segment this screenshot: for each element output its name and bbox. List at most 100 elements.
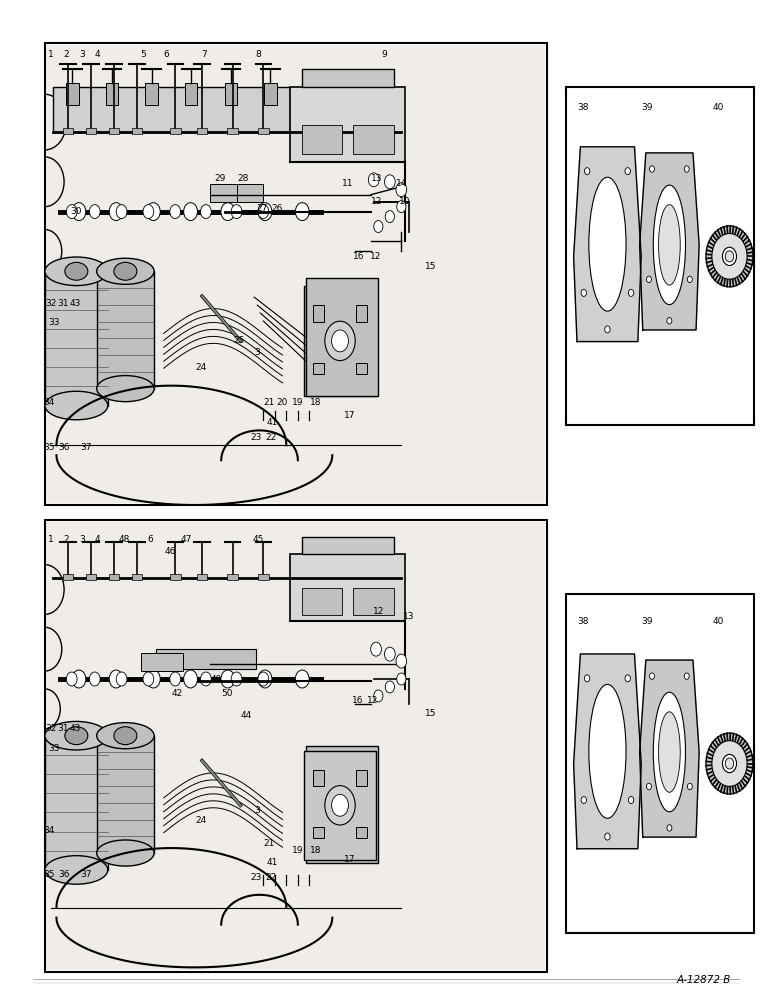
Bar — [197, 128, 208, 134]
Text: 4: 4 — [94, 535, 100, 544]
Text: 50: 50 — [222, 689, 233, 698]
Text: 29: 29 — [214, 174, 225, 183]
Bar — [303, 286, 377, 396]
Bar — [357, 363, 367, 374]
Text: 2: 2 — [63, 535, 69, 544]
Circle shape — [397, 673, 406, 685]
Bar — [313, 770, 323, 786]
Text: 46: 46 — [164, 547, 175, 556]
Ellipse shape — [114, 727, 137, 745]
Bar — [52, 87, 290, 132]
Circle shape — [90, 672, 100, 686]
Text: 1: 1 — [48, 535, 54, 544]
Polygon shape — [640, 660, 699, 837]
Text: 32: 32 — [46, 724, 57, 733]
Circle shape — [201, 205, 212, 219]
Circle shape — [374, 221, 383, 232]
Ellipse shape — [45, 391, 108, 420]
Text: 37: 37 — [80, 870, 91, 879]
Circle shape — [581, 797, 587, 804]
Text: 39: 39 — [642, 103, 653, 112]
Text: 45: 45 — [252, 535, 264, 544]
Text: 49: 49 — [210, 674, 222, 684]
Circle shape — [325, 786, 355, 825]
Circle shape — [143, 205, 154, 219]
Text: 5: 5 — [141, 50, 146, 59]
Ellipse shape — [589, 684, 626, 818]
Text: 34: 34 — [43, 826, 55, 835]
Circle shape — [66, 205, 77, 219]
Bar — [302, 588, 342, 615]
Circle shape — [667, 825, 672, 831]
Bar — [66, 83, 79, 105]
Circle shape — [385, 681, 394, 693]
Text: 10: 10 — [399, 197, 411, 206]
Bar — [45, 271, 108, 406]
Bar — [156, 649, 256, 669]
Text: 30: 30 — [69, 207, 81, 216]
Text: 1: 1 — [48, 50, 54, 59]
Circle shape — [628, 797, 634, 804]
Circle shape — [604, 326, 610, 333]
Circle shape — [396, 654, 407, 668]
Bar — [303, 751, 377, 860]
Circle shape — [667, 318, 672, 324]
Circle shape — [170, 672, 181, 686]
Ellipse shape — [96, 258, 154, 284]
Bar — [86, 574, 96, 580]
Text: 19: 19 — [292, 398, 303, 407]
Circle shape — [258, 203, 272, 221]
Circle shape — [584, 168, 590, 175]
Bar — [109, 128, 120, 134]
Polygon shape — [574, 147, 642, 342]
Bar — [96, 271, 154, 389]
Polygon shape — [640, 153, 699, 330]
Bar — [96, 736, 154, 853]
Circle shape — [649, 166, 655, 172]
Bar — [302, 125, 342, 154]
Text: 16: 16 — [354, 252, 365, 261]
Text: 18: 18 — [310, 398, 321, 407]
Circle shape — [170, 205, 181, 219]
Text: 6: 6 — [163, 50, 169, 59]
Text: 47: 47 — [181, 535, 192, 544]
Text: 40: 40 — [713, 103, 723, 112]
Circle shape — [604, 833, 610, 840]
Text: 23: 23 — [250, 873, 262, 882]
Ellipse shape — [589, 177, 626, 311]
Circle shape — [712, 234, 747, 279]
Text: 6: 6 — [147, 535, 154, 544]
Text: 3: 3 — [254, 348, 260, 357]
Ellipse shape — [659, 712, 680, 792]
Circle shape — [231, 205, 242, 219]
Circle shape — [221, 670, 235, 688]
Text: 26: 26 — [272, 204, 283, 213]
Circle shape — [581, 289, 587, 296]
Bar — [357, 827, 367, 838]
Ellipse shape — [96, 376, 154, 402]
Circle shape — [384, 647, 395, 661]
Circle shape — [706, 733, 753, 794]
Circle shape — [584, 675, 590, 682]
Text: 3: 3 — [79, 50, 85, 59]
Text: 23: 23 — [250, 433, 262, 442]
Text: 3: 3 — [79, 535, 85, 544]
Bar — [225, 83, 237, 105]
Bar — [258, 128, 269, 134]
Bar — [227, 574, 238, 580]
Bar — [357, 305, 367, 322]
Circle shape — [384, 175, 395, 189]
Circle shape — [296, 670, 309, 688]
Circle shape — [72, 670, 86, 688]
Text: 40: 40 — [713, 617, 723, 626]
Circle shape — [184, 203, 198, 221]
Text: 13: 13 — [371, 174, 383, 183]
Text: 43: 43 — [70, 299, 81, 308]
Text: 31: 31 — [58, 299, 69, 308]
Circle shape — [90, 205, 100, 219]
Circle shape — [332, 794, 348, 816]
Bar — [313, 305, 323, 322]
Text: 33: 33 — [49, 318, 60, 327]
Text: 38: 38 — [577, 617, 589, 626]
Text: 13: 13 — [403, 612, 415, 621]
